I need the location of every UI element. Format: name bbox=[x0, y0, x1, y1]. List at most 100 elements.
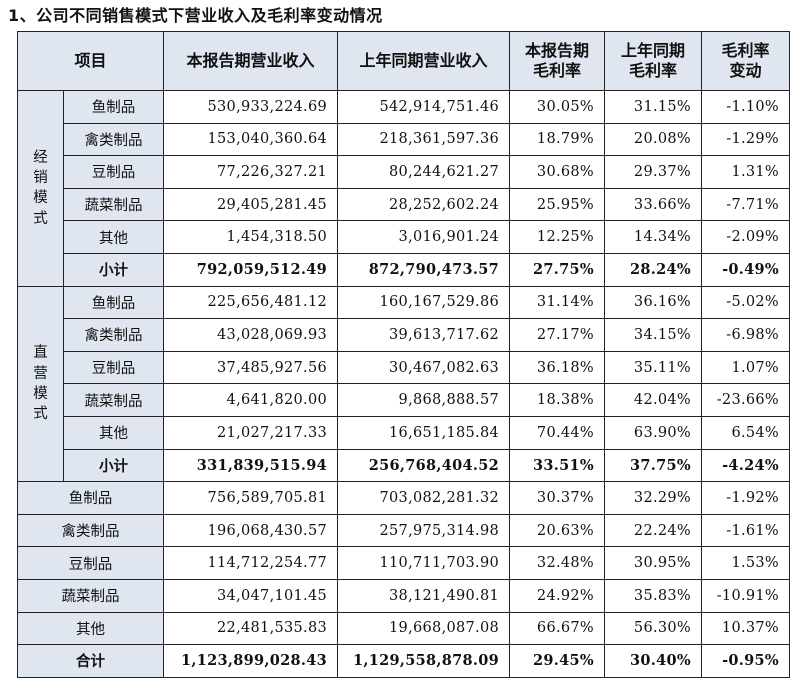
cell-current-margin: 24.92% bbox=[509, 578, 606, 613]
row-label: 蔬菜制品 bbox=[62, 187, 165, 222]
cell-previous-revenue: 39,613,717.62 bbox=[337, 318, 511, 352]
table-row: 豆制品 114,712,254.77 110,711,703.90 32.48%… bbox=[16, 546, 791, 580]
header-previous-margin: 上年同期毛利率 bbox=[604, 31, 703, 91]
cell-current-margin: 33.51% bbox=[509, 448, 606, 483]
row-label: 豆制品 bbox=[62, 155, 165, 189]
table-row: 经销模式 鱼制品 530,933,224.69 542,914,751.46 3… bbox=[17, 90, 791, 287]
cell-margin-change: 1.31% bbox=[701, 155, 791, 189]
group-label-distribution: 经销模式 bbox=[17, 90, 64, 287]
cell-previous-margin: 36.16% bbox=[604, 285, 703, 320]
cell-previous-revenue: 703,082,281.32 bbox=[337, 481, 511, 515]
cell-previous-margin: 14.34% bbox=[604, 220, 703, 254]
table-row: 鱼制品 756,589,705.81 703,082,281.32 30.37%… bbox=[16, 481, 791, 515]
page-title: 1、公司不同销售模式下营业收入及毛利率变动情况 bbox=[8, 6, 383, 25]
cell-margin-change: -1.92% bbox=[701, 481, 791, 515]
revenue-margin-table: 项目 本报告期营业收入 上年同期营业收入 本报告期毛利率 上年同期毛利率 毛利率… bbox=[16, 31, 791, 678]
cell-current-margin: 20.63% bbox=[509, 513, 606, 548]
table-row: 禽类制品 43,028,069.93 39,613,717.62 27.17% … bbox=[18, 318, 791, 352]
subtotal-row: 小计 331,839,515.94 256,768,404.52 33.51% … bbox=[18, 448, 791, 483]
cell-current-margin: 36.18% bbox=[509, 350, 606, 385]
cell-previous-margin: 37.75% bbox=[604, 448, 703, 483]
cell-previous-margin: 33.66% bbox=[604, 187, 703, 222]
row-label: 豆制品 bbox=[16, 546, 165, 580]
row-label: 豆制品 bbox=[62, 350, 165, 385]
cell-current-revenue: 114,712,254.77 bbox=[163, 546, 339, 580]
cell-previous-revenue: 9,868,888.57 bbox=[337, 383, 511, 417]
cell-current-margin: 27.17% bbox=[509, 318, 606, 352]
cell-current-margin: 32.48% bbox=[509, 546, 606, 580]
cell-previous-margin: 32.29% bbox=[604, 481, 703, 515]
row-label: 鱼制品 bbox=[62, 285, 165, 320]
cell-margin-change: -10.91% bbox=[701, 578, 791, 613]
cell-previous-margin: 30.40% bbox=[604, 644, 703, 678]
cell-current-revenue: 34,047,101.45 bbox=[163, 578, 339, 613]
row-label: 蔬菜制品 bbox=[16, 578, 165, 613]
table-row: 其他 1,454,318.50 3,016,901.24 12.25% 14.3… bbox=[18, 220, 791, 254]
cell-current-revenue: 37,485,927.56 bbox=[163, 350, 339, 385]
cell-margin-change: -7.71% bbox=[701, 187, 791, 222]
table-row: 禽类制品 196,068,430.57 257,975,314.98 20.63… bbox=[16, 513, 791, 548]
table-row: 直营模式 鱼制品 225,656,481.12 160,167,529.86 3… bbox=[17, 285, 791, 483]
cell-current-revenue: 1,123,899,028.43 bbox=[163, 644, 339, 678]
row-label: 其他 bbox=[62, 220, 165, 254]
table-row: 禽类制品 153,040,360.64 218,361,597.36 18.79… bbox=[18, 122, 791, 157]
cell-previous-revenue: 19,668,087.08 bbox=[337, 611, 511, 646]
cell-previous-revenue: 256,768,404.52 bbox=[337, 448, 511, 483]
cell-current-revenue: 153,040,360.64 bbox=[163, 122, 339, 157]
cell-margin-change: -0.49% bbox=[701, 252, 791, 287]
group-label-direct: 直营模式 bbox=[17, 285, 64, 483]
cell-current-margin: 30.68% bbox=[509, 155, 606, 189]
cell-current-revenue: 77,226,327.21 bbox=[163, 155, 339, 189]
cell-previous-revenue: 218,361,597.36 bbox=[337, 122, 511, 157]
cell-margin-change: -5.02% bbox=[701, 285, 791, 320]
row-label: 鱼制品 bbox=[16, 481, 165, 515]
cell-current-revenue: 43,028,069.93 bbox=[163, 318, 339, 352]
subtotal-label: 小计 bbox=[62, 252, 165, 287]
cell-margin-change: -0.95% bbox=[701, 644, 791, 678]
cell-previous-margin: 28.24% bbox=[604, 252, 703, 287]
row-label: 禽类制品 bbox=[16, 513, 165, 548]
subtotal-row: 小计 792,059,512.49 872,790,473.57 27.75% … bbox=[18, 252, 791, 287]
row-label: 鱼制品 bbox=[62, 90, 165, 124]
cell-previous-margin: 20.08% bbox=[604, 122, 703, 157]
cell-current-revenue: 21,027,217.33 bbox=[163, 415, 339, 450]
table-header-row: 项目 本报告期营业收入 上年同期营业收入 本报告期毛利率 上年同期毛利率 毛利率… bbox=[16, 31, 791, 91]
cell-margin-change: -6.98% bbox=[701, 318, 791, 352]
cell-previous-revenue: 28,252,602.24 bbox=[337, 187, 511, 222]
cell-current-margin: 18.79% bbox=[509, 122, 606, 157]
cell-margin-change: -2.09% bbox=[701, 220, 791, 254]
cell-previous-margin: 30.95% bbox=[604, 546, 703, 580]
table-row: 豆制品 77,226,327.21 80,244,621.27 30.68% 2… bbox=[18, 155, 791, 189]
cell-margin-change: 1.07% bbox=[701, 350, 791, 385]
cell-previous-revenue: 3,016,901.24 bbox=[337, 220, 511, 254]
cell-previous-revenue: 16,651,185.84 bbox=[337, 415, 511, 450]
row-label: 禽类制品 bbox=[62, 122, 165, 157]
cell-current-revenue: 4,641,820.00 bbox=[163, 383, 339, 417]
cell-current-revenue: 1,454,318.50 bbox=[163, 220, 339, 254]
cell-current-revenue: 792,059,512.49 bbox=[163, 252, 339, 287]
cell-previous-margin: 42.04% bbox=[604, 383, 703, 417]
cell-current-margin: 12.25% bbox=[509, 220, 606, 254]
cell-previous-revenue: 30,467,082.63 bbox=[337, 350, 511, 385]
cell-previous-revenue: 1,129,558,878.09 bbox=[337, 644, 511, 678]
cell-current-margin: 31.14% bbox=[509, 285, 606, 320]
cell-previous-margin: 35.11% bbox=[604, 350, 703, 385]
cell-current-margin: 30.05% bbox=[509, 90, 606, 124]
cell-previous-margin: 56.30% bbox=[604, 611, 703, 646]
table-row: 蔬菜制品 34,047,101.45 38,121,490.81 24.92% … bbox=[16, 578, 791, 613]
cell-margin-change: -1.10% bbox=[701, 90, 791, 124]
total-row: 合计 1,123,899,028.43 1,129,558,878.09 29.… bbox=[16, 644, 791, 678]
cell-previous-margin: 34.15% bbox=[604, 318, 703, 352]
cell-current-revenue: 530,933,224.69 bbox=[163, 90, 339, 124]
header-item: 项目 bbox=[16, 31, 165, 91]
cell-current-margin: 25.95% bbox=[509, 187, 606, 222]
cell-current-margin: 29.45% bbox=[509, 644, 606, 678]
cell-previous-revenue: 110,711,703.90 bbox=[337, 546, 511, 580]
cell-previous-margin: 35.83% bbox=[604, 578, 703, 613]
cell-current-revenue: 225,656,481.12 bbox=[163, 285, 339, 320]
header-margin-change: 毛利率变动 bbox=[701, 31, 791, 91]
cell-previous-revenue: 257,975,314.98 bbox=[337, 513, 511, 548]
cell-current-margin: 18.38% bbox=[509, 383, 606, 417]
cell-current-margin: 70.44% bbox=[509, 415, 606, 450]
cell-previous-margin: 63.90% bbox=[604, 415, 703, 450]
